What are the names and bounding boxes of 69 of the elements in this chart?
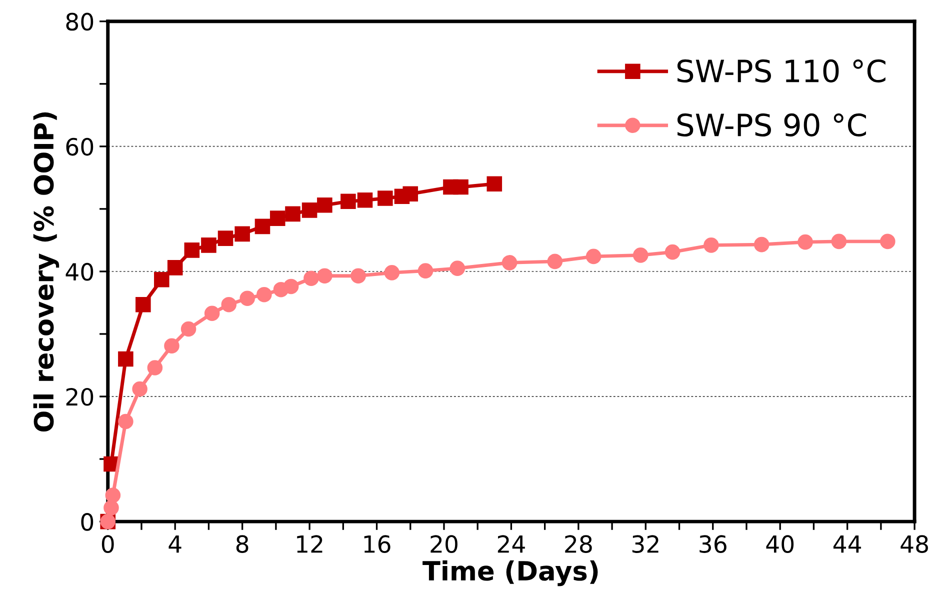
y-tick-label: 0 [81,512,94,531]
point [184,242,200,258]
x-tick-label: 32 [632,535,658,554]
point [302,202,318,218]
x-axis-title: Time (Days) [422,560,598,586]
legend-label: SW-PS 110 °C [677,59,886,83]
point [378,190,393,206]
point [486,176,502,192]
y-axis-title: Oil recovery (% OOIP) [33,112,60,432]
point [632,248,648,263]
point [136,296,151,312]
x-tick-label: 24 [498,535,525,553]
x-tick-label: 4 [168,535,182,553]
point [167,260,183,276]
point [384,265,400,280]
point [105,488,121,503]
point [664,244,680,260]
y-tick-label: 40 [66,262,94,281]
point [118,351,134,367]
point [283,278,299,294]
point [304,270,319,286]
x-tick-label: 28 [565,535,592,554]
x-tick-label: 20 [430,535,458,554]
y-tick-label: 20 [66,388,94,406]
point [154,272,170,288]
point [221,296,237,312]
point [586,248,602,264]
point [754,236,770,252]
point [357,192,373,208]
point [164,338,180,354]
point [402,186,418,202]
point [201,238,216,253]
point [502,255,518,270]
point [132,381,148,397]
point [218,230,234,246]
point [704,238,719,253]
x-tick-label: 8 [236,535,248,554]
point [880,234,896,250]
point [240,290,255,306]
y-tick-label: 80 [66,12,94,31]
point [350,268,366,284]
point [453,179,468,195]
x-tick-label: 12 [297,535,322,553]
point [450,260,466,276]
x-tick-label: 44 [833,535,862,553]
point [254,218,270,234]
point [285,206,300,222]
point [317,268,332,284]
point [831,234,847,250]
point [418,263,434,278]
point [270,210,286,226]
point [317,198,332,213]
x-tick-label: 36 [700,535,726,554]
point [256,286,272,302]
x-tick-label: 40 [766,535,794,554]
x-tick-label: 16 [364,535,390,554]
point [147,360,163,376]
x-tick-label: 0 [102,535,114,554]
point [118,414,134,430]
point [180,321,196,337]
x-tick-label: 48 [900,535,928,554]
point [104,500,119,516]
point [204,306,220,321]
point [234,226,250,242]
point [798,234,813,250]
y-tick-label: 60 [66,138,94,156]
point [340,194,356,210]
point [547,254,563,270]
legend-label: SW-PS 90 °C [677,113,866,137]
